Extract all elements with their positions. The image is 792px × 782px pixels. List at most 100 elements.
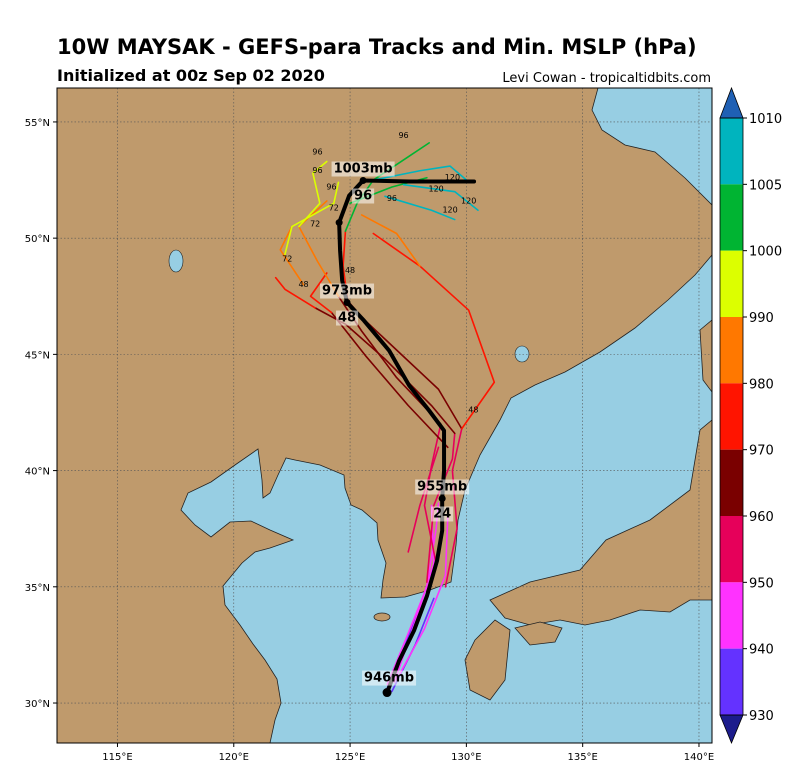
colorbar: 1010 1005 1000 990 980 970 960 950 940 930 [719,86,782,745]
lake [168,249,184,273]
hour-label: 72 [282,254,292,263]
member-track [407,446,440,553]
label-background [362,670,417,686]
colorbar-extend [719,714,744,745]
hour-label: 120 [445,173,460,182]
member-track [298,160,328,228]
track-point [343,299,351,307]
hour-label: 48 [338,311,356,326]
lake [514,345,530,363]
pressure-label: 973mb [322,284,372,299]
colorbar-segment [720,184,743,251]
colorbar-segment [720,383,743,450]
hour-label: 120 [442,206,457,215]
hour-label: 96 [312,147,322,156]
y-tick-label: 35°N [25,583,50,594]
label-background [320,283,375,299]
member-track [372,165,468,181]
track-point [382,688,392,698]
mean-track: 946mb 955mb 24 973mb 48 1003mb 96 [320,161,477,698]
y-tick-label: 40°N [25,467,50,478]
colorbar-frame [719,117,744,716]
hour-label: 48 [345,266,355,275]
member-track [298,200,340,298]
hour-label: 72 [329,203,339,212]
member-track [314,307,456,435]
colorbar-tick-label: 980 [749,377,774,392]
map-frame [56,87,713,744]
colorbar-segment [720,582,743,649]
member-track [395,516,449,681]
kyushu [464,619,511,701]
hour-label: 96 [354,189,372,204]
hour-label: 96 [312,166,322,175]
colorbar-tick-label: 930 [749,709,774,724]
hour-label: 48 [298,280,308,289]
colorbar-segment [720,449,743,516]
axes: 115°E 120°E 125°E 130°E 135°E 140°E 30°N 35°N 40… [25,118,714,763]
hour-label: 96 [398,131,408,140]
colorbar-tick-label: 950 [749,576,774,591]
shikoku [514,621,563,646]
member-track [384,195,456,221]
colorbar-segment [720,250,743,317]
label-background [352,188,375,204]
label-background [415,479,470,495]
colorbar-segment [720,317,743,384]
x-tick-label: 125°E [335,752,365,763]
label-background [331,161,395,177]
colorbar-segment [720,118,743,185]
member-track [274,276,316,309]
hour-label: 24 [433,506,451,521]
track-point [359,177,367,185]
label-background [431,506,454,522]
y-tick-label: 55°N [25,118,50,129]
colorbar-tick-label: 960 [749,510,774,525]
member-track [444,427,463,588]
member-track [330,311,449,449]
member-track [372,232,496,430]
x-tick-label: 140°E [684,752,714,763]
y-tick-label: 30°N [25,699,50,710]
hour-label: 72 [310,220,320,229]
colorbar-extend [719,86,744,119]
colorbar-tick-label: 1010 [749,112,782,127]
colorbar-tick-label: 1005 [749,178,782,193]
colorbar-tick-label: 1000 [749,245,782,260]
pressure-label: 955mb [417,479,467,494]
jeju [373,612,391,622]
member-track [279,225,305,286]
x-tick-label: 120°E [219,752,249,763]
member-track [360,214,421,267]
hour-label: 96 [326,182,336,191]
hour-label: 48 [468,405,478,414]
colorbar-segment [720,516,743,583]
colorbar-tick-label: 940 [749,643,774,658]
member-track [402,183,479,212]
member-track [284,181,340,256]
pressure-label: 946mb [364,671,414,686]
mainland [57,88,712,743]
track-point [335,219,343,227]
y-tick-label: 45°N [25,350,50,361]
x-tick-label: 135°E [567,752,597,763]
chart-title: 10W MAYSAK - GEFS-para Tracks and Min. M… [57,35,697,59]
mean-track-line [337,178,477,695]
hour-label: 96 [387,194,397,203]
chart-subtitle: Initialized at 00z Sep 02 2020 [57,66,325,85]
member-track [309,272,333,314]
colorbar-tick-label: 970 [749,444,774,459]
hour-label: 120 [428,185,443,194]
x-tick-label: 130°E [451,752,481,763]
honshu [489,419,712,626]
colorbar-segment [720,648,743,715]
track-point [438,494,446,502]
x-tick-label: 115°E [102,752,132,763]
hour-label: 120 [461,196,476,205]
y-tick-label: 50°N [25,234,50,245]
pressure-label: 1003mb [334,162,393,177]
hokkaido [699,319,712,393]
